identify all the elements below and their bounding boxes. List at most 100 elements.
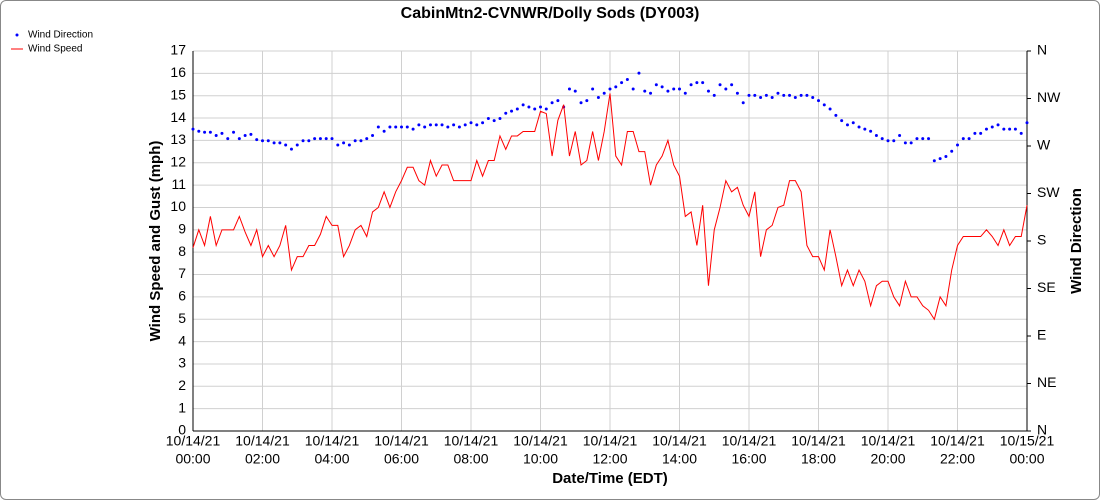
direction-point xyxy=(336,143,340,147)
direction-point xyxy=(394,125,398,129)
direction-point xyxy=(817,99,820,103)
y-tick-label: 4 xyxy=(178,332,186,348)
direction-point xyxy=(365,137,369,141)
direction-point xyxy=(898,133,902,137)
direction-point xyxy=(874,133,878,137)
legend-label: Wind Direction xyxy=(28,30,93,41)
direction-point xyxy=(950,149,954,153)
direction-point xyxy=(261,139,264,143)
y-tick-label: 14 xyxy=(170,109,186,125)
direction-point xyxy=(892,139,896,143)
direction-point xyxy=(463,123,467,127)
x-tick-label: 10/14/21 xyxy=(722,433,777,449)
y-axis-title: Wind Speed and Gust (mph) xyxy=(147,141,164,342)
direction-point xyxy=(770,95,774,99)
direction-point xyxy=(591,87,595,91)
direction-point xyxy=(973,131,977,135)
y2-tick-label: SE xyxy=(1037,279,1056,295)
direction-point xyxy=(284,143,288,147)
direction-point xyxy=(643,89,647,93)
direction-point xyxy=(915,137,919,141)
direction-point xyxy=(637,71,641,75)
x-tick-label: 16:00 xyxy=(731,451,766,467)
direction-point xyxy=(614,85,618,89)
direction-point xyxy=(602,91,606,95)
direction-point xyxy=(724,87,728,91)
direction-point xyxy=(226,137,230,141)
direction-point xyxy=(1002,127,1006,131)
y-tick-label: 17 xyxy=(170,42,186,58)
x-tick-label: 02:00 xyxy=(245,451,280,467)
x-tick-label: 12:00 xyxy=(592,451,627,467)
direction-point xyxy=(649,91,653,95)
direction-point xyxy=(382,129,386,133)
direction-point xyxy=(944,155,948,159)
direction-point xyxy=(834,113,838,117)
y2-tick-label: NE xyxy=(1037,374,1056,390)
direction-point xyxy=(423,125,427,129)
y-tick-label: 10 xyxy=(170,198,186,214)
direction-point xyxy=(654,83,658,87)
direction-point xyxy=(573,89,577,93)
x-tick-label: 10/14/21 xyxy=(374,433,429,449)
direction-point xyxy=(840,119,844,123)
direction-point xyxy=(243,133,247,137)
direction-point xyxy=(799,93,803,97)
y-tick-label: 15 xyxy=(170,86,186,102)
y2-tick-label: W xyxy=(1037,137,1051,153)
y2-axis-title: Wind Direction xyxy=(1068,188,1085,294)
direction-point xyxy=(909,141,913,145)
y-tick-label: 12 xyxy=(170,153,186,169)
direction-point xyxy=(596,95,600,99)
y2-tick-label: SW xyxy=(1037,184,1060,200)
direction-point xyxy=(990,125,994,129)
direction-point xyxy=(278,141,282,145)
x-tick-label: 10/14/21 xyxy=(513,433,568,449)
direction-point xyxy=(938,157,942,161)
direction-point xyxy=(805,93,809,97)
direction-point xyxy=(434,123,438,127)
direction-point xyxy=(678,87,681,91)
direction-point xyxy=(753,93,757,97)
y-tick-label: 2 xyxy=(178,377,186,393)
y2-tick-label: E xyxy=(1037,327,1046,343)
direction-point xyxy=(1025,121,1029,125)
x-tick-label: 06:00 xyxy=(384,451,419,467)
direction-point xyxy=(289,147,293,151)
x-tick-label: 00:00 xyxy=(1009,451,1044,467)
direction-point xyxy=(932,159,936,163)
direction-point xyxy=(342,141,346,145)
direction-point xyxy=(996,123,1000,127)
direction-point xyxy=(695,81,699,85)
x-tick-label: 22:00 xyxy=(940,451,975,467)
direction-point xyxy=(307,139,311,143)
direction-point xyxy=(869,129,873,133)
direction-point xyxy=(845,123,849,127)
direction-point xyxy=(585,99,589,103)
direction-point xyxy=(417,123,421,127)
y-tick-label: 8 xyxy=(178,243,186,259)
direction-point xyxy=(741,101,745,105)
y-tick-label: 3 xyxy=(178,355,186,371)
direction-point xyxy=(347,143,351,147)
direction-point xyxy=(249,132,253,136)
direction-point xyxy=(903,141,907,145)
direction-point xyxy=(324,137,328,141)
direction-point xyxy=(272,141,276,145)
direction-point xyxy=(208,130,212,134)
x-tick-label: 10/14/21 xyxy=(166,433,221,449)
direction-point xyxy=(556,99,560,103)
direction-point xyxy=(330,137,334,141)
direction-point xyxy=(672,87,676,91)
direction-point xyxy=(828,107,832,111)
x-tick-label: 10/14/21 xyxy=(444,433,499,449)
y2-tick-label: S xyxy=(1037,232,1046,248)
direction-point xyxy=(921,137,925,141)
direction-point xyxy=(486,117,490,121)
direction-point xyxy=(608,87,612,91)
direction-point xyxy=(527,105,531,109)
y2-tick-label: N xyxy=(1037,42,1047,58)
direction-point xyxy=(880,137,884,141)
direction-point xyxy=(683,91,687,95)
